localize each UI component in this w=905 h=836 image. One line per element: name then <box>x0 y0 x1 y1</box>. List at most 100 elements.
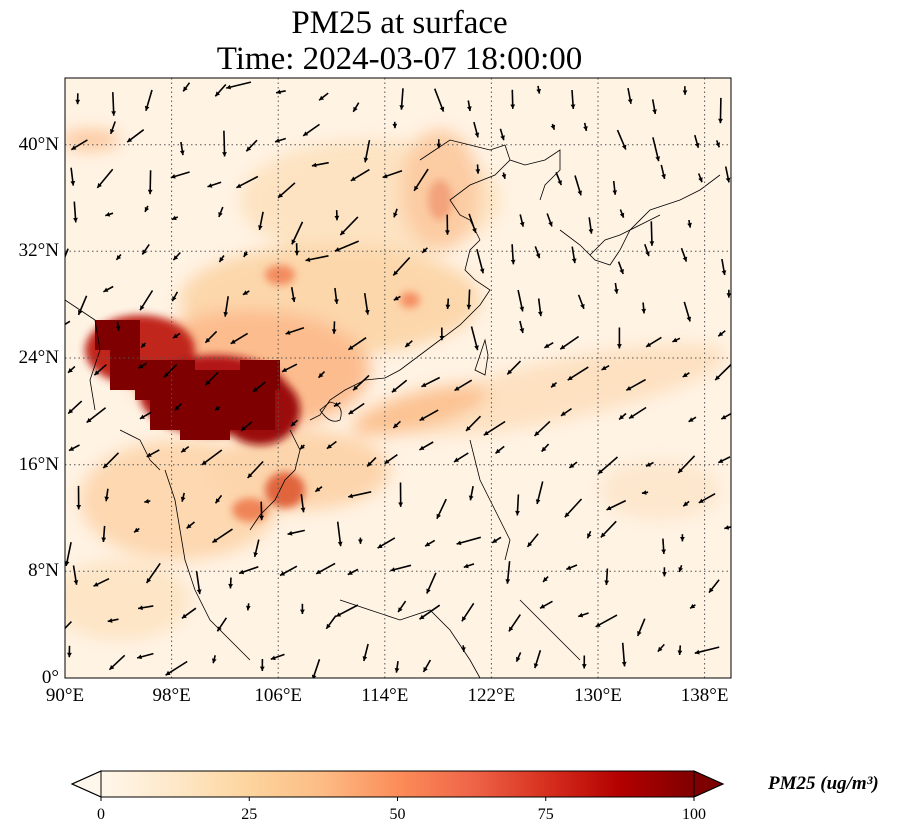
wind-arrow-head <box>390 567 396 572</box>
wind-arrow-head <box>550 124 556 130</box>
wind-arrow-head <box>347 570 353 575</box>
wind-arrow-head <box>181 613 187 619</box>
wind-arrow-head <box>111 111 116 116</box>
wind-arrow-head <box>587 533 592 539</box>
wind-arrow-head <box>180 496 186 502</box>
wind-arrow-head <box>527 542 533 547</box>
wind-arrow-head <box>242 290 248 295</box>
wind-arrow-head <box>363 157 369 163</box>
wind-arrow-head <box>604 580 610 585</box>
wind-arrow-head <box>215 91 220 97</box>
wind-arrow <box>65 320 71 326</box>
wind-arrow-head <box>595 622 601 627</box>
wind-arrow-head <box>86 417 92 423</box>
wind-arrow-head <box>519 328 525 333</box>
wind-arrow-head <box>358 539 363 544</box>
wind-arrow-head <box>137 654 142 660</box>
wind-arrow-head <box>425 541 431 547</box>
wind-arrow-head <box>682 256 688 262</box>
wind-arrow-head <box>718 331 724 337</box>
pm25-field <box>65 78 731 678</box>
wind-arrow-head <box>718 118 723 124</box>
wind-arrow-head <box>205 337 211 343</box>
wind-arrow-head <box>270 655 276 661</box>
wind-arrow-head <box>282 367 287 372</box>
wind-arrow-head <box>483 430 489 436</box>
colorbar-tick-label: 100 <box>682 806 706 823</box>
wind-arrow-head <box>688 417 694 422</box>
x-tick-label: 106°E <box>254 685 303 706</box>
wind-arrow-head <box>560 344 566 350</box>
wind-arrow-head <box>474 132 480 138</box>
wind-arrow-head <box>508 626 514 632</box>
wind-arrow-head <box>348 409 354 415</box>
wind-arrow-head <box>426 588 431 594</box>
wind-arrow-head <box>641 308 647 314</box>
wind-arrow-head <box>78 310 83 315</box>
wind-arrow-head <box>475 169 481 174</box>
wind-arrow-head <box>492 538 498 543</box>
wind-arrow-head <box>226 84 231 90</box>
wind-arrow-head <box>173 255 179 261</box>
wind-arrow-head <box>311 674 317 678</box>
wind-arrow-head <box>580 303 585 309</box>
wind-arrow-head <box>134 527 139 533</box>
wind-arrow-head <box>445 230 450 235</box>
wind-arrow-head <box>384 459 390 464</box>
wind-arrow-head <box>641 490 647 495</box>
wind-arrow-head <box>75 99 81 105</box>
wind-arrow-head <box>367 461 372 467</box>
wind-arrow-head <box>544 343 550 348</box>
wind-arrow-head <box>698 177 703 183</box>
wind-arrow-head <box>516 656 521 662</box>
map-subtitle-time: Time: 2024-03-07 18:00:00 <box>216 41 583 77</box>
wind-arrow-head <box>682 372 688 377</box>
wind-arrow-head <box>201 460 207 465</box>
wind-arrow-head <box>645 251 650 257</box>
wind-arrow-head <box>687 222 692 228</box>
wind-arrow-head <box>239 569 245 575</box>
y-tick-label: 0° <box>41 667 59 688</box>
wind-arrow-head <box>686 316 692 322</box>
wind-arrow-head <box>393 270 398 276</box>
wind-arrow-head <box>334 215 340 221</box>
wind-arrow-head <box>461 647 466 652</box>
wind-arrow-head <box>394 668 400 673</box>
wind-arrow-head <box>97 183 102 188</box>
wind-arrow-head <box>348 493 353 499</box>
wind-arrow-head <box>138 364 144 369</box>
wind-arrow-head <box>468 495 474 501</box>
x-tick-label: 130°E <box>574 685 622 706</box>
wind-arrow-head <box>318 372 324 378</box>
wind-arrow-head <box>423 667 428 672</box>
wind-arrow-head <box>721 414 727 420</box>
wind-arrow-head <box>207 183 213 188</box>
wind-arrow-head <box>223 311 229 317</box>
wind-arrow-head <box>621 661 627 667</box>
x-tick-label: 122°E <box>467 685 516 706</box>
wind-arrow-head <box>333 402 339 407</box>
wind-arrow-head <box>436 143 442 149</box>
wind-arrow-head <box>94 370 100 376</box>
colorbar-label: PM25 (ug/m³) <box>768 773 879 794</box>
wind-arrow-head <box>391 387 397 393</box>
wind-arrow-head <box>276 89 281 95</box>
wind-arrow-head <box>709 587 714 593</box>
wind-arrow <box>65 621 72 630</box>
wind-arrow-head <box>662 572 667 577</box>
wind-arrow-head <box>172 296 177 302</box>
wind-arrow-head <box>103 287 109 292</box>
wind-arrow-head <box>316 569 322 574</box>
wind-arrow-head <box>109 665 115 670</box>
wind-arrow-head <box>533 663 539 669</box>
wind-arrow-head <box>445 304 451 310</box>
wind-arrow-head <box>142 249 147 255</box>
wind-arrow-head <box>340 230 346 236</box>
wind-arrow-head <box>661 174 666 179</box>
wind-arrow-head <box>578 612 584 618</box>
wind-arrow-head <box>421 382 427 387</box>
wind-arrow-head <box>500 135 505 141</box>
wind-arrow-head <box>613 289 619 294</box>
wind-arrow-head <box>649 241 655 246</box>
wind-arrow-head <box>246 146 252 152</box>
